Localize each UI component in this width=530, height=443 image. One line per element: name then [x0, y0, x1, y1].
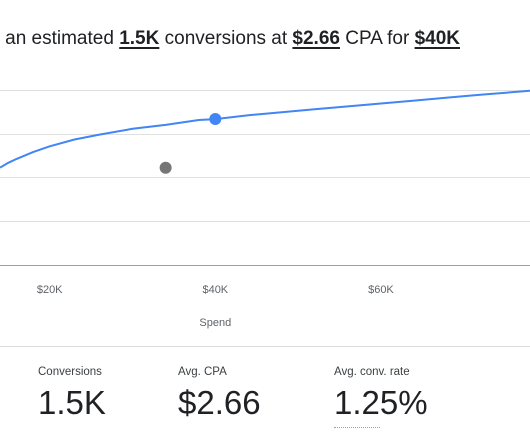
- forecast-sentence: et an estimated 1.5K conversions at $2.6…: [0, 26, 460, 52]
- metric-underline: [334, 427, 380, 428]
- metric-conversions: Conversions 1.5K: [38, 365, 106, 423]
- x-axis-title: Spend: [199, 317, 231, 329]
- metrics-panel: Conversions 1.5K Avg. CPA $2.66 Avg. con…: [0, 346, 530, 443]
- headline-mid-2: CPA for: [339, 28, 415, 49]
- current-budget-point[interactable]: [159, 161, 172, 174]
- metric-avg-cpa: Avg. CPA $2.66: [178, 365, 261, 423]
- chart-svg: $20K $40K $60K Spend: [0, 89, 530, 329]
- x-tick-label: $60K: [368, 284, 394, 296]
- metric-label: Avg. conv. rate: [334, 366, 410, 378]
- metric-avg-conv-rate: Avg. conv. rate 1.25%: [334, 365, 428, 428]
- x-tick-label: $40K: [202, 284, 228, 296]
- metric-value: $2.66: [178, 384, 261, 421]
- spend-forecast-chart[interactable]: $20K $40K $60K Spend: [0, 60, 530, 340]
- headline-prefix: et an estimated: [0, 28, 114, 49]
- forecast-curve: [0, 89, 530, 169]
- selected-budget-point[interactable]: [209, 113, 222, 126]
- x-tick-label: $20K: [37, 284, 63, 296]
- metric-value: 1.5K: [38, 384, 106, 421]
- headline-mid-1: conversions at: [159, 28, 293, 49]
- metric-label: Conversions: [38, 366, 102, 378]
- budget-link[interactable]: $40K: [414, 28, 461, 49]
- cpa-link[interactable]: $2.66: [292, 28, 340, 49]
- forecast-headline: et an estimated 1.5K conversions at $2.6…: [0, 26, 530, 52]
- conversions-link[interactable]: 1.5K: [119, 28, 160, 49]
- metric-label: Avg. CPA: [178, 366, 227, 378]
- metric-value: 1.25%: [334, 384, 428, 421]
